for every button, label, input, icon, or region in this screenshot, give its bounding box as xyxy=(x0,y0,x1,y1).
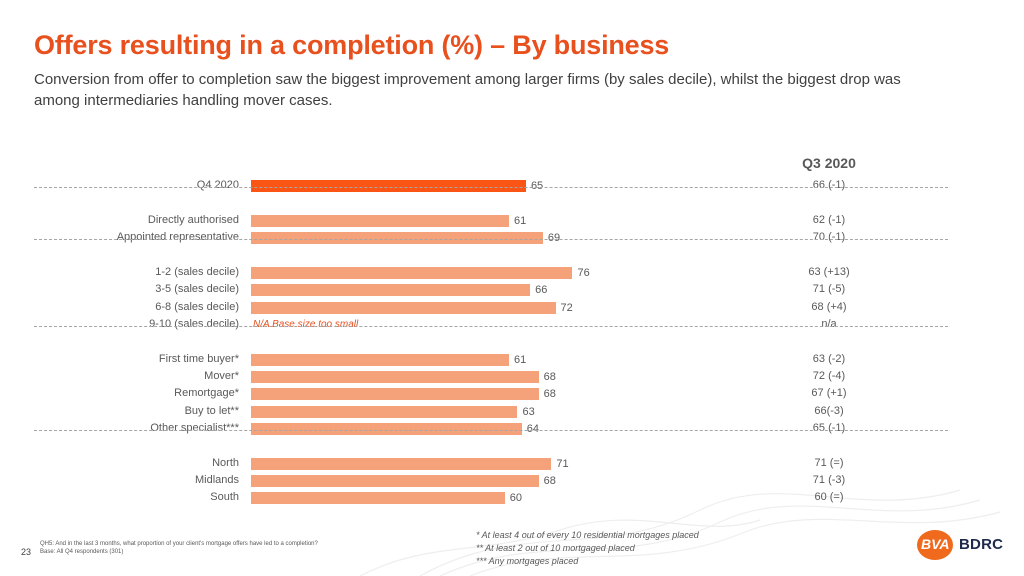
row-label: Remortgage* xyxy=(174,387,239,400)
q3-comparison-value: 66(-3) xyxy=(814,404,844,417)
bar xyxy=(251,301,556,314)
footnote-question: QH5: And in the last 3 months, what prop… xyxy=(40,541,318,547)
footnote-notes: * At least 4 out of every 10 residential… xyxy=(476,529,699,568)
row-label: Midlands xyxy=(194,473,239,486)
row-label: North xyxy=(212,456,239,469)
bar xyxy=(251,214,510,227)
q3-comparison-value: 68 (+4) xyxy=(811,300,847,313)
q3-comparison-value: 71 (=) xyxy=(814,456,844,469)
bar-value-label: 68 xyxy=(543,388,556,401)
bar xyxy=(251,405,518,418)
bar-value-label: 68 xyxy=(543,474,556,487)
bar xyxy=(251,180,526,192)
row-label: Directly authorised xyxy=(147,213,239,226)
footnote-note: * At least 4 out of every 10 residential… xyxy=(476,530,699,540)
bar-value-label: 61 xyxy=(514,214,527,227)
bar-value-label: 63 xyxy=(522,405,535,418)
q3-comparison-value: 71 (-3) xyxy=(812,473,846,486)
q3-comparison-value: n/a xyxy=(821,317,837,330)
group-separator xyxy=(34,325,948,327)
row-label: Buy to let** xyxy=(184,404,239,417)
row-label: 3-5 (sales decile) xyxy=(155,283,239,296)
group-separator xyxy=(34,186,948,188)
bar-value-label: 68 xyxy=(543,370,556,383)
bar xyxy=(251,388,539,401)
logo-brand-text: BDRC xyxy=(959,536,1004,553)
footnote-base: Base: All Q4 respondents (301) xyxy=(40,549,124,555)
row-label: Mover* xyxy=(204,369,239,382)
q3-comparison-value: 67 (+1) xyxy=(811,387,847,400)
bar-value-label: 64 xyxy=(526,422,539,435)
q3-comparison-value: 66 (-1) xyxy=(812,179,846,191)
q3-column-header: Q3 2020 xyxy=(802,155,856,171)
bar-value-label: 66 xyxy=(535,284,548,297)
bva-logo-icon xyxy=(917,530,953,560)
bar-value-label: 76 xyxy=(577,266,590,279)
bar-value-label: 72 xyxy=(560,301,573,314)
bar xyxy=(251,492,505,505)
bar xyxy=(251,370,539,383)
page-title: Offers resulting in a completion (%) – B… xyxy=(34,30,670,60)
q3-comparison-value: 65 (-1) xyxy=(812,421,846,434)
footnote-note: *** Any mortgages placed xyxy=(476,556,579,566)
group-separator xyxy=(34,238,948,240)
row-label: Other specialist*** xyxy=(150,421,239,434)
bar-value-label: 71 xyxy=(556,457,569,470)
group-separator xyxy=(34,429,948,431)
bar xyxy=(251,353,510,366)
bar xyxy=(251,232,543,245)
bar-value-label: 65 xyxy=(530,180,544,192)
bar xyxy=(251,266,573,279)
q3-comparison-value: 63 (+13) xyxy=(808,265,850,278)
q3-comparison-value: 63 (-2) xyxy=(812,352,846,365)
bar xyxy=(251,422,522,435)
na-note: N/A Base size too small xyxy=(253,318,359,330)
bar xyxy=(251,284,531,297)
q3-comparison-value: 71 (-5) xyxy=(812,283,846,296)
bar-value-label: 69 xyxy=(547,232,561,245)
q3-comparison-value: 72 (-4) xyxy=(812,369,846,382)
logo-mark-text: BVA xyxy=(921,536,950,552)
bar-value-label: 60 xyxy=(509,492,523,505)
q3-comparison-value: 70 (-1) xyxy=(812,231,846,244)
row-label: First time buyer* xyxy=(158,352,239,365)
q3-comparison-value: 60 (=) xyxy=(814,491,844,504)
row-label: 9-10 (sales decile) xyxy=(149,317,239,330)
row-label: Q4 2020 xyxy=(196,179,239,191)
row-label: Appointed representative xyxy=(116,231,239,244)
row-label: South xyxy=(210,491,239,504)
bar xyxy=(251,457,552,470)
row-label: 1-2 (sales decile) xyxy=(155,265,239,278)
bar xyxy=(251,474,539,487)
footnote-note: ** At least 2 out of 10 mortgaged placed xyxy=(476,543,635,553)
row-label: 6-8 (sales decile) xyxy=(155,300,239,313)
bar-value-label: 61 xyxy=(514,353,527,366)
page-subtitle: Conversion from offer to completion saw … xyxy=(34,71,901,109)
bva-bdrc-logo: BVA BDRC xyxy=(917,530,1013,560)
page-number: 23 xyxy=(21,547,32,557)
q3-comparison-value: 62 (-1) xyxy=(812,213,846,226)
